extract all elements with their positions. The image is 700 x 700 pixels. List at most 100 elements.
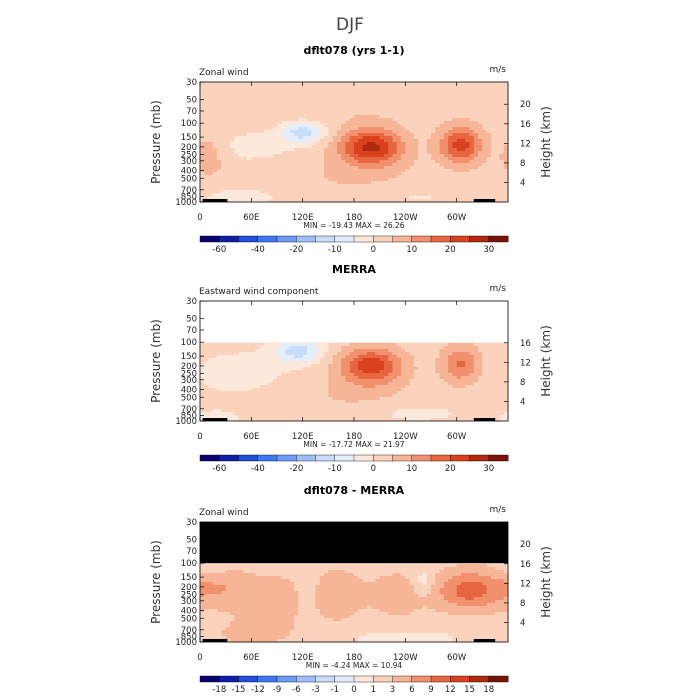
field-cell <box>212 178 218 182</box>
field-cell <box>388 352 393 356</box>
field-cell <box>460 157 466 161</box>
field-cell <box>255 415 261 419</box>
field-cell <box>478 112 483 116</box>
field-cell <box>221 130 226 134</box>
field-cell <box>315 391 321 395</box>
field-cell <box>247 94 252 98</box>
field-cell <box>473 100 479 104</box>
field-cell <box>431 346 436 350</box>
field-cell <box>212 82 218 86</box>
field-cell <box>294 400 299 404</box>
field-cell <box>448 352 453 356</box>
field-cell <box>302 91 308 95</box>
field-cell <box>229 349 235 353</box>
field-cell <box>426 121 432 125</box>
field-cell <box>358 409 363 413</box>
field-cell <box>349 412 355 416</box>
field-cell <box>311 133 316 137</box>
field-cell <box>315 349 321 353</box>
field-cell <box>448 157 453 161</box>
field-cell <box>268 187 274 191</box>
field-cell <box>366 82 372 86</box>
field-cell <box>225 418 231 422</box>
field-cell <box>396 175 402 179</box>
field-cell <box>448 415 453 419</box>
field-cell <box>460 187 466 191</box>
field-cell <box>418 564 423 568</box>
field-cell <box>503 178 509 182</box>
field-cell <box>212 403 218 407</box>
field-cell <box>486 367 492 371</box>
field-cell <box>473 160 479 164</box>
field-cell <box>362 172 368 176</box>
field-cell <box>358 151 363 155</box>
field-cell <box>349 564 355 568</box>
field-cell <box>375 139 380 143</box>
field-cell <box>422 166 428 170</box>
field-cell <box>431 145 436 149</box>
field-cell <box>362 400 368 404</box>
field-cell <box>247 397 252 401</box>
field-cell <box>289 151 295 155</box>
field-cell <box>499 133 505 137</box>
field-cell <box>503 388 509 392</box>
field-cell <box>264 394 269 398</box>
field-cell <box>362 190 368 194</box>
field-cell <box>469 349 475 353</box>
field-cell <box>409 193 415 197</box>
field-cell <box>234 118 239 122</box>
field-cell <box>332 115 338 119</box>
field-cell <box>212 172 218 176</box>
field-cell <box>426 564 432 568</box>
field-cell <box>229 184 235 188</box>
field-cell <box>354 400 359 404</box>
field-cell <box>212 397 218 401</box>
field-cell <box>345 391 351 395</box>
field-cell <box>294 88 299 92</box>
field-cell <box>388 397 393 401</box>
field-cell <box>482 166 487 170</box>
field-cell <box>332 367 338 371</box>
field-cell <box>358 112 363 116</box>
field-cell <box>431 403 436 407</box>
field-cell <box>435 133 440 137</box>
field-cell <box>268 367 274 371</box>
field-cell <box>302 352 308 356</box>
field-cell <box>426 418 432 422</box>
field-cell <box>490 358 496 362</box>
field-cell <box>221 91 226 95</box>
field-cell <box>439 397 445 401</box>
colorbar-swatch <box>450 454 470 462</box>
field-cell <box>298 349 303 353</box>
field-cell <box>259 415 265 419</box>
field-cell <box>212 346 218 350</box>
field-cell <box>349 127 355 131</box>
field-cell <box>221 379 226 383</box>
field-cell <box>452 196 457 200</box>
field-cell <box>306 388 312 392</box>
field-cell <box>208 178 214 182</box>
field-cell <box>396 151 402 155</box>
field-cell <box>336 166 342 170</box>
field-cell <box>392 409 398 413</box>
field-cell <box>212 130 218 134</box>
field-cell <box>448 124 453 128</box>
field-cell <box>225 361 231 365</box>
field-cell <box>478 400 483 404</box>
field-cell <box>208 403 214 407</box>
field-cell <box>431 412 436 416</box>
field-cell <box>242 418 248 422</box>
lon-tick-label: 60E <box>243 213 259 223</box>
field-cell <box>281 151 286 155</box>
field-cell <box>452 133 457 137</box>
field-cell <box>469 172 475 176</box>
field-cell <box>413 373 419 377</box>
field-cell <box>225 394 231 398</box>
field-cell <box>409 148 415 152</box>
field-cell <box>247 409 252 413</box>
field-cell <box>396 361 402 365</box>
field-cell <box>319 163 325 167</box>
field-cell <box>503 82 509 86</box>
field-cell <box>418 163 423 167</box>
field-cell <box>272 385 278 389</box>
